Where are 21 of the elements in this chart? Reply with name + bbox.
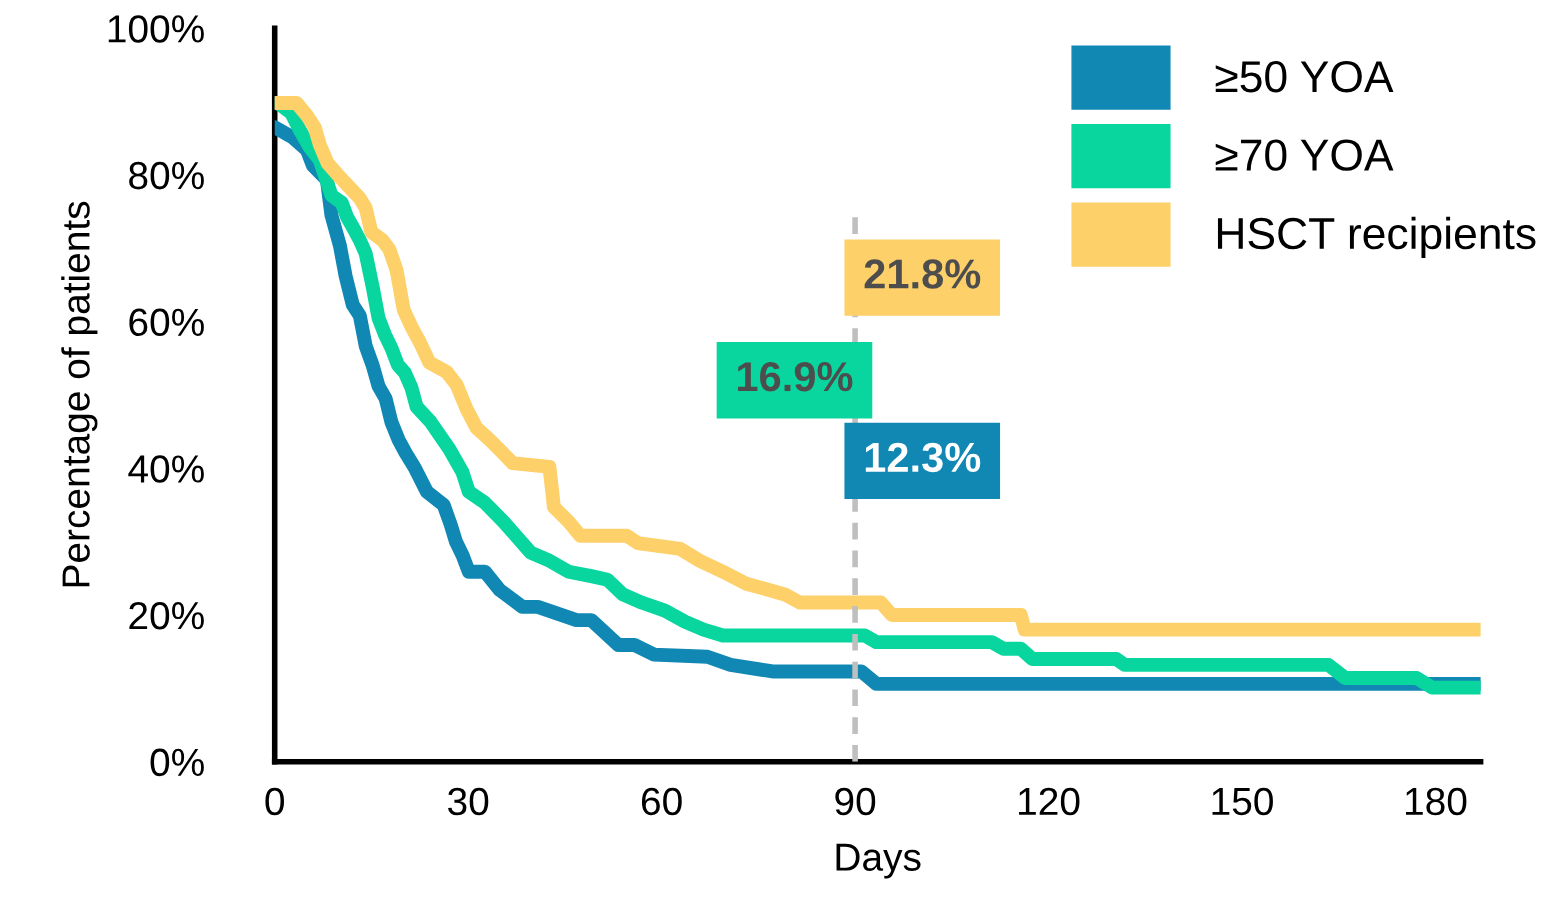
x-tick-label: 120 [1019,787,1080,816]
legend-label: HSCT recipients [1217,216,1536,259]
y-tick-label: 100% [108,15,204,43]
annotation: 16.9% [738,361,853,392]
x-tick-label: 60 [641,787,682,816]
y-tick-label: 80% [129,161,204,190]
y-tick-label: 40% [128,455,204,483]
x-tick-label: 90 [835,787,876,816]
x-tick-label: 180 [1405,787,1467,816]
y-tick-label: 60% [129,308,204,337]
x-tick-label: 150 [1212,787,1273,816]
x-tick-label: 0 [265,787,284,816]
annotation: 21.8% [864,259,981,289]
x-axis-title: Days [836,843,921,879]
y-axis-title: Percentage of patients [61,201,98,587]
x-tick-label: 30 [448,787,489,816]
y-tick-label: 0% [150,748,204,777]
annotation: 12.3% [865,442,981,473]
legend-label: ≥70 YOA [1215,139,1394,171]
y-tick-label: 20% [129,601,204,630]
legend-label: ≥50 YOA [1215,60,1394,93]
